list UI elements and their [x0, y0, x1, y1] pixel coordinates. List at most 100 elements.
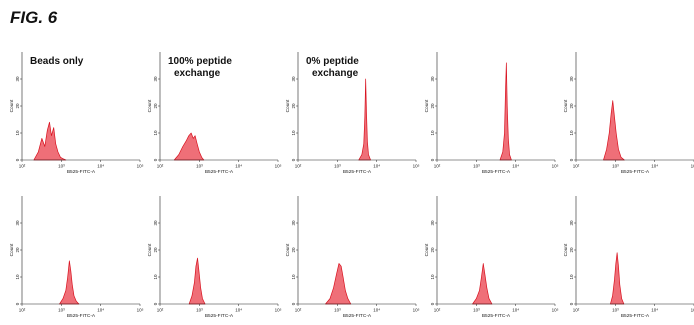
y-tick-label: 20: [291, 247, 296, 253]
histogram-panel: 0 10 20 30 10² 10³ 10⁴ 10⁵ B525-FITC-A Count: [563, 196, 694, 319]
y-axis-label: Count: [563, 243, 569, 256]
x-axis-label: B525-FITC-A: [621, 313, 650, 319]
y-tick-label: 30: [15, 76, 20, 82]
x-tick-label: 10⁵: [275, 164, 282, 169]
x-tick-label: 10²: [19, 308, 26, 313]
x-tick-label: 10³: [58, 164, 65, 169]
y-tick-label: 0: [569, 158, 574, 161]
y-tick-label: 10: [291, 274, 296, 280]
x-tick-label: 10³: [334, 164, 341, 169]
x-tick-label: 10⁵: [691, 308, 694, 313]
y-tick-label: 10: [153, 274, 158, 280]
x-axis-label: B525-FITC-A: [205, 169, 234, 175]
x-tick-label: 10⁵: [413, 164, 420, 169]
y-tick-label: 20: [291, 103, 296, 109]
x-tick-label: 10³: [612, 164, 619, 169]
x-axis-label: B525-FITC-A: [343, 313, 372, 319]
y-tick-label: 10: [569, 130, 574, 136]
histogram-panel: 0 10 20 30 10² 10³ 10⁴ 10⁵ B525-FITC-A Count: [285, 196, 420, 319]
y-tick-label: 10: [15, 130, 20, 136]
x-tick-label: 10⁵: [552, 308, 559, 313]
histogram-panel: 0 10 20 30 10² 10³ 10⁴ 10⁵ B525-FITC-A Count: [424, 196, 559, 319]
y-axis-label: Count: [147, 99, 153, 112]
y-tick-label: 20: [430, 247, 435, 253]
x-tick-label: 10⁴: [651, 164, 658, 169]
histogram-panel: 0 10 20 30 10² 10³ 10⁴ 10⁵ B525-FITC-A Count 0% pe…: [285, 52, 420, 175]
y-axis-label: Count: [9, 243, 15, 256]
y-axis-label: Count: [285, 99, 291, 112]
histogram-area: [610, 252, 625, 305]
y-tick-label: 10: [430, 130, 435, 136]
x-tick-label: 10⁴: [512, 164, 519, 169]
y-tick-label: 0: [291, 302, 296, 305]
histogram-area: [59, 260, 80, 305]
x-tick-label: 10⁴: [235, 308, 242, 313]
y-tick-label: 0: [15, 302, 20, 305]
y-tick-label: 30: [15, 220, 20, 226]
x-tick-label: 10⁴: [373, 164, 380, 169]
x-tick-label: 10²: [573, 308, 580, 313]
panel-annotation: 0% peptide: [306, 56, 359, 67]
figure-title: FIG. 6: [10, 8, 58, 27]
histogram-panel: 0 10 20 30 10² 10³ 10⁴ 10⁵ B525-FITC-A Count: [9, 196, 144, 319]
y-tick-label: 0: [430, 302, 435, 305]
histogram-area: [358, 78, 371, 161]
x-tick-label: 10⁵: [137, 308, 144, 313]
histogram-panel: 0 10 20 30 10² 10³ 10⁴ 10⁵ B525-FITC-A Count: [563, 52, 694, 175]
y-tick-label: 10: [569, 274, 574, 280]
y-tick-label: 10: [153, 130, 158, 136]
x-tick-label: 10²: [434, 164, 441, 169]
x-axis-label: B525-FITC-A: [67, 169, 96, 175]
x-axis-label: B525-FITC-A: [621, 169, 650, 175]
y-axis-label: Count: [424, 243, 430, 256]
y-tick-label: 10: [430, 274, 435, 280]
y-tick-label: 20: [15, 247, 20, 253]
x-tick-label: 10²: [295, 308, 302, 313]
x-axis-label: B525-FITC-A: [482, 313, 511, 319]
y-tick-label: 30: [291, 220, 296, 226]
x-axis-label: B525-FITC-A: [67, 313, 96, 319]
y-tick-label: 20: [153, 103, 158, 109]
y-tick-label: 0: [430, 158, 435, 161]
y-tick-label: 20: [430, 103, 435, 109]
x-tick-label: 10²: [573, 164, 580, 169]
x-tick-label: 10³: [58, 308, 65, 313]
y-tick-label: 30: [430, 76, 435, 82]
y-tick-label: 30: [569, 76, 574, 82]
y-tick-label: 0: [15, 158, 20, 161]
panel-annotation: exchange: [312, 68, 359, 79]
x-tick-label: 10²: [434, 308, 441, 313]
y-tick-label: 20: [569, 103, 574, 109]
x-tick-label: 10³: [196, 164, 203, 169]
y-tick-label: 20: [569, 247, 574, 253]
panel-annotation: Beads only: [30, 56, 84, 67]
histogram-area: [499, 62, 512, 161]
panel-annotation: exchange: [174, 68, 221, 79]
y-axis-label: Count: [285, 243, 291, 256]
y-tick-label: 30: [153, 76, 158, 82]
x-tick-label: 10⁴: [235, 164, 242, 169]
histogram-area: [603, 100, 625, 161]
x-axis-label: B525-FITC-A: [343, 169, 372, 175]
x-tick-label: 10⁴: [373, 308, 380, 313]
x-tick-label: 10⁴: [512, 308, 519, 313]
y-axis-label: Count: [563, 99, 569, 112]
histogram-panel: 0 10 20 30 10² 10³ 10⁴ 10⁵ B525-FITC-A Count Beads…: [9, 52, 144, 175]
x-tick-label: 10³: [334, 308, 341, 313]
x-tick-label: 10²: [157, 308, 164, 313]
y-tick-label: 30: [153, 220, 158, 226]
y-tick-label: 0: [291, 158, 296, 161]
y-tick-label: 20: [153, 247, 158, 253]
y-tick-label: 0: [153, 158, 158, 161]
x-axis-label: B525-FITC-A: [205, 313, 234, 319]
y-tick-label: 30: [291, 76, 296, 82]
y-tick-label: 0: [153, 302, 158, 305]
histogram-area: [33, 121, 67, 161]
histogram-panel: 0 10 20 30 10² 10³ 10⁴ 10⁵ B525-FITC-A Count: [424, 52, 559, 175]
x-tick-label: 10³: [196, 308, 203, 313]
histogram-area: [173, 132, 205, 161]
x-tick-label: 10³: [473, 164, 480, 169]
x-tick-label: 10⁴: [97, 308, 104, 313]
x-tick-label: 10⁴: [97, 164, 104, 169]
